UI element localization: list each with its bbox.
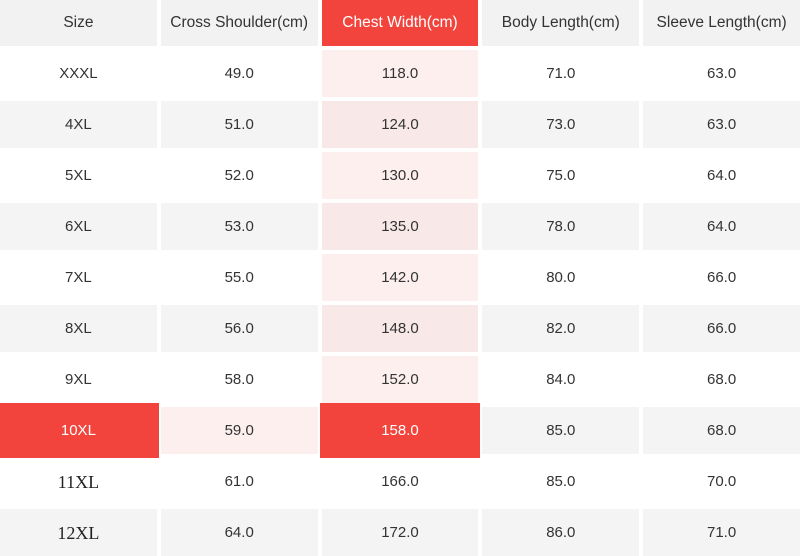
table-cell: 135.0: [321, 203, 479, 250]
table-cell: 172.0: [321, 509, 479, 556]
table-cell: 63.0: [643, 101, 800, 148]
row-size-label-7xl[interactable]: 7XL: [0, 254, 157, 301]
table-cell: 84.0: [482, 356, 640, 403]
table-cell: 80.0: [482, 254, 640, 301]
header-cell-cross-shoulder: Cross Shoulder(cm): [160, 0, 318, 46]
table-cell: 85.0: [482, 458, 640, 505]
table-cell: 130.0: [321, 152, 479, 199]
table-cell: 75.0: [482, 152, 640, 199]
table-cell: 124.0: [321, 101, 479, 148]
table-cell: 70.0: [643, 458, 800, 505]
table-cell: 68.0: [643, 407, 800, 454]
row-size-label-10xl[interactable]: 10XL: [0, 403, 159, 458]
table-cell: 73.0: [482, 101, 640, 148]
row-size-label-6xl[interactable]: 6XL: [0, 203, 157, 250]
table-cell: 55.0: [160, 254, 318, 301]
table-cell: 166.0: [321, 458, 479, 505]
table-cell: 148.0: [321, 305, 479, 352]
table-cell: 64.0: [643, 203, 800, 250]
table-cell: 142.0: [321, 254, 479, 301]
table-cell: 85.0: [482, 407, 640, 454]
table-cell: 86.0: [482, 509, 640, 556]
row-size-label-4xl[interactable]: 4XL: [0, 101, 157, 148]
row-size-label-5xl[interactable]: 5XL: [0, 152, 157, 199]
table-cell: 61.0: [160, 458, 318, 505]
header-cell-body-length: Body Length(cm): [482, 0, 640, 46]
table-cell: 63.0: [643, 50, 800, 97]
row-size-label-12xl[interactable]: 12XL: [0, 509, 157, 556]
table-cell: 64.0: [160, 509, 318, 556]
header-cell-sleeve-length: Sleeve Length(cm): [643, 0, 800, 46]
table-cell: 78.0: [482, 203, 640, 250]
table-cell: 66.0: [643, 305, 800, 352]
row-size-label-11xl[interactable]: 11XL: [0, 458, 157, 505]
table-cell: 53.0: [160, 203, 318, 250]
table-cell: 58.0: [160, 356, 318, 403]
table-cell: 71.0: [643, 509, 800, 556]
table-cell: 152.0: [321, 356, 479, 403]
row-size-label-xxxl[interactable]: XXXL: [0, 50, 157, 97]
table-cell: 71.0: [482, 50, 640, 97]
table-cell: 56.0: [160, 305, 318, 352]
table-cell: 82.0: [482, 305, 640, 352]
table-cell: 158.0: [319, 403, 481, 458]
table-cell: 59.0: [160, 407, 318, 454]
row-size-label-9xl[interactable]: 9XL: [0, 356, 157, 403]
table-cell: 52.0: [160, 152, 318, 199]
header-cell-size: Size: [0, 0, 157, 46]
header-cell-chest-width[interactable]: Chest Width(cm): [321, 0, 479, 46]
table-cell: 64.0: [643, 152, 800, 199]
table-cell: 49.0: [160, 50, 318, 97]
row-size-label-8xl[interactable]: 8XL: [0, 305, 157, 352]
table-cell: 51.0: [160, 101, 318, 148]
table-cell: 66.0: [643, 254, 800, 301]
table-cell: 68.0: [643, 356, 800, 403]
table-cell: 118.0: [321, 50, 479, 97]
